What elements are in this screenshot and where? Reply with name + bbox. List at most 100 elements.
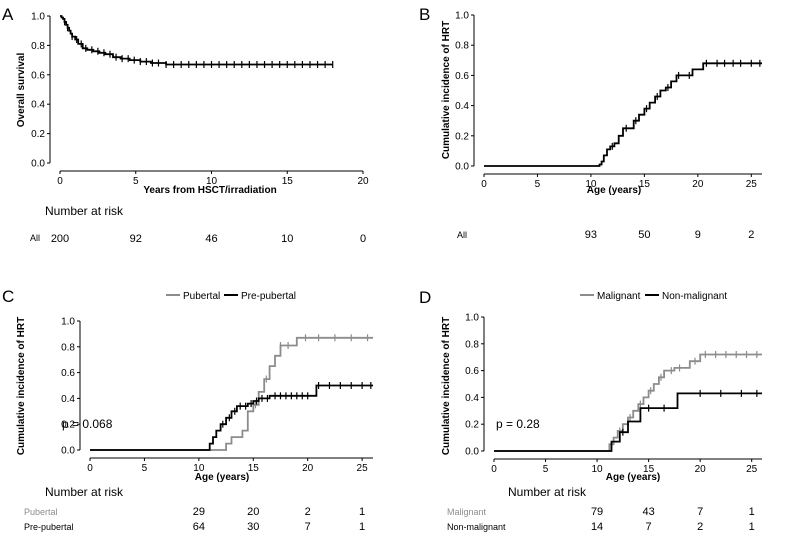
y-tick-label: 0.2 (455, 131, 469, 142)
x-tick-label: 10 (592, 464, 604, 475)
panel-letter: C (2, 287, 14, 306)
y-tick-label: 1.0 (465, 313, 479, 324)
risk-value: 2 (697, 521, 703, 533)
p-value-annotation: p = 0.068 (62, 417, 113, 431)
risk-value: 14 (591, 521, 603, 533)
y-tick-label: 0.0 (465, 447, 479, 458)
risk-value: 0 (360, 233, 366, 245)
y-tick-label: 0.8 (31, 41, 45, 52)
legend: Pubertal Pre-pubertal (166, 291, 296, 302)
risk-row-label: Pre-pubertal (24, 522, 74, 532)
risk-value: 46 (205, 233, 217, 245)
panel-d: D Cumulative incidence of HRT Age (years… (419, 288, 762, 533)
y-tick-label: 0.6 (465, 366, 479, 377)
legend-label-malignant: Malignant (597, 291, 641, 302)
series-line-all (60, 15, 333, 66)
legend-label-non-malignant: Non-malignant (662, 291, 727, 302)
y-axis-title: Overall survival (16, 53, 27, 128)
x-tick-label: 5 (535, 179, 541, 190)
x-tick-label: 20 (302, 463, 314, 474)
y-tick-label: 0.4 (31, 100, 45, 111)
risk-value: 93 (585, 229, 597, 241)
risk-value: 43 (642, 506, 654, 518)
y-tick-label: 0.8 (455, 41, 469, 52)
x-tick-label: 15 (248, 463, 260, 474)
panel-letter: B (419, 5, 430, 24)
x-tick-label: 25 (357, 463, 369, 474)
panel-b: B Cumulative incidence of HRT Age (years… (419, 5, 762, 241)
y-tick-label: 0.4 (455, 101, 469, 112)
risk-value: 2 (748, 229, 754, 241)
risk-row-label: Pubertal (24, 507, 58, 517)
risk-value: 10 (281, 233, 293, 245)
y-axis-title: Cumulative incidence of HRT (441, 317, 452, 455)
p-value-annotation: p = 0.28 (496, 417, 540, 431)
panel-letter: D (419, 288, 431, 307)
x-axis-title: Years from HSCT/irradiation (143, 185, 276, 196)
x-tick-label: 15 (282, 176, 294, 187)
risk-row-label: All (30, 233, 40, 243)
y-tick-label: 1.0 (31, 12, 45, 23)
risk-value: 2 (305, 506, 311, 518)
risk-value: 64 (193, 521, 205, 533)
x-tick-label: 20 (357, 176, 369, 187)
legend: Malignant Non-malignant (580, 291, 727, 302)
risk-value: 29 (193, 506, 205, 518)
series-line-malignant (494, 353, 762, 452)
risk-value: 7 (646, 521, 652, 533)
risk-table-title: Number at risk (45, 485, 124, 499)
x-axis-title: Age (years) (195, 472, 249, 483)
x-tick-label: 5 (142, 463, 148, 474)
risk-value: 1 (359, 506, 365, 518)
y-tick-label: 1.0 (61, 317, 75, 328)
y-tick-label: 0.0 (31, 159, 45, 170)
y-tick-label: 1.0 (455, 11, 469, 22)
x-tick-label: 10 (206, 176, 218, 187)
x-tick-label: 25 (746, 179, 758, 190)
y-axis-title: Cumulative incidence of HRT (16, 317, 27, 455)
risk-table-title: Number at risk (508, 485, 587, 499)
y-axis-title: Cumulative incidence of HRT (441, 21, 452, 159)
x-tick-label: 0 (491, 464, 497, 475)
y-tick-label: 0.2 (31, 129, 45, 140)
x-axis-title: Age (years) (606, 472, 660, 483)
y-tick-label: 0.6 (61, 368, 75, 379)
risk-value: 200 (51, 233, 69, 245)
y-tick-label: 0.6 (31, 70, 45, 81)
x-tick-label: 10 (193, 463, 205, 474)
y-tick-label: 0.2 (61, 420, 75, 431)
x-axis-title: Age (years) (587, 185, 641, 196)
risk-table-title: Number at risk (45, 204, 124, 218)
x-tick-label: 0 (57, 176, 63, 187)
series-line-all (484, 62, 762, 167)
panel-c: C Cumulative incidence of HRT Age (years… (2, 287, 373, 533)
risk-value: 30 (247, 521, 259, 533)
risk-value: 92 (130, 233, 142, 245)
legend-label-pre-pubertal: Pre-pubertal (241, 291, 296, 302)
legend-label-pubertal: Pubertal (183, 291, 220, 302)
x-tick-label: 20 (695, 464, 707, 475)
x-tick-label: 20 (692, 179, 704, 190)
y-tick-label: 0.2 (465, 420, 479, 431)
risk-row-label: Non-malignant (447, 522, 506, 532)
y-tick-label: 0.0 (61, 446, 75, 457)
risk-row-label: All (457, 230, 467, 240)
x-tick-label: 0 (87, 463, 93, 474)
risk-value: 20 (247, 506, 259, 518)
panel-letter: A (2, 5, 14, 24)
series-line-pubertal (90, 336, 373, 451)
risk-value: 1 (749, 521, 755, 533)
y-tick-label: 0.4 (61, 394, 75, 405)
x-tick-label: 5 (133, 176, 139, 187)
risk-value: 50 (638, 229, 650, 241)
risk-value: 1 (359, 521, 365, 533)
y-tick-label: 0.8 (465, 339, 479, 350)
x-tick-label: 25 (746, 464, 758, 475)
x-tick-label: 0 (481, 179, 487, 190)
y-tick-label: 0.0 (455, 162, 469, 173)
y-tick-label: 0.8 (61, 342, 75, 353)
risk-value: 79 (591, 506, 603, 518)
risk-row-label: Malignant (447, 507, 487, 517)
series-line-non-malignant (494, 392, 762, 452)
risk-value: 1 (749, 506, 755, 518)
